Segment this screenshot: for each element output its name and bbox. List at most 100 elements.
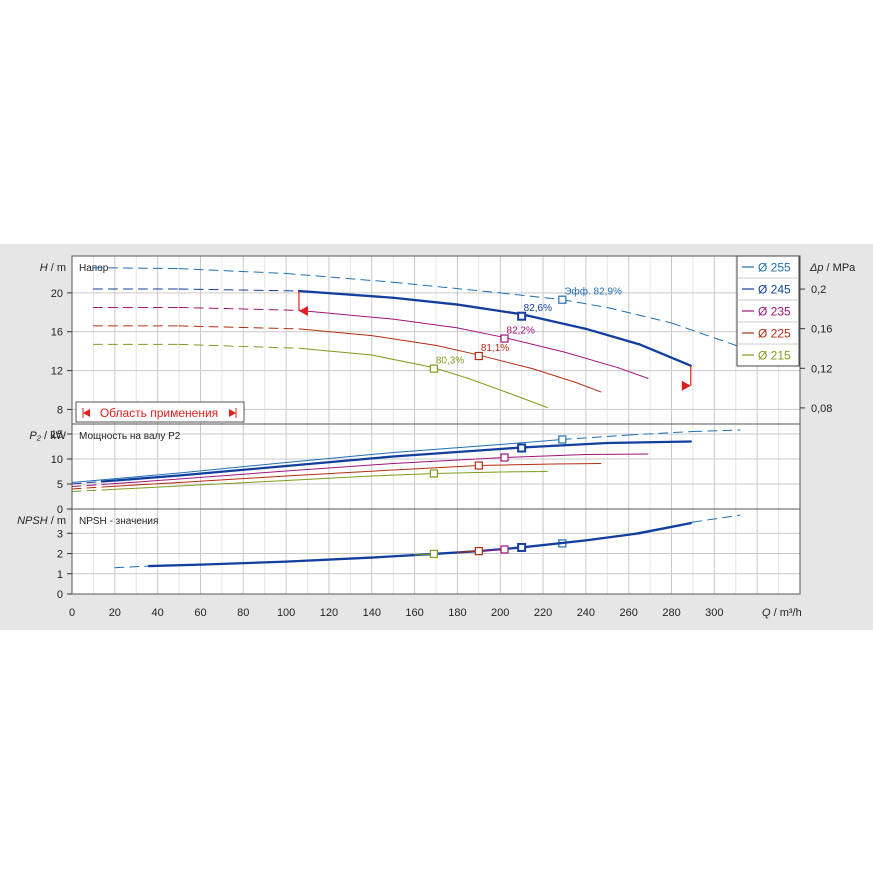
series-segment-head	[298, 347, 373, 356]
series-segment-power	[178, 462, 287, 474]
bep-marker	[429, 364, 438, 373]
series-segment-power	[392, 444, 501, 453]
y-axis-label-head: H / m	[40, 262, 66, 274]
series-segment-head	[392, 281, 501, 294]
panel-title-npsh: NPSH - значения	[79, 516, 158, 527]
bep-marker	[500, 453, 509, 462]
range-label-left-arrow	[83, 409, 90, 417]
series-segment-power	[101, 485, 180, 491]
series-segment-power	[71, 489, 103, 492]
series-segment-npsh	[692, 514, 741, 523]
series-segment-power	[692, 429, 741, 432]
bep-marker	[517, 311, 527, 321]
right-tick-label: 0,2	[811, 284, 826, 296]
series-segment-head	[504, 337, 565, 353]
x-tick-label: 260	[620, 607, 638, 619]
series-segment-head	[433, 367, 469, 379]
chart-canvas: 0 20 40 60 80 100 120 140 160 180 200 220 240 260 280 3…	[17, 255, 856, 619]
efficiency-label: 82,6%	[524, 303, 552, 314]
series-segment-power	[284, 455, 395, 468]
y-tick-label: 0	[57, 504, 63, 516]
bep-marker	[558, 435, 567, 444]
x-tick-label: 0	[69, 607, 75, 619]
series-segment-head	[638, 343, 692, 367]
y-tick-label: 0	[57, 589, 63, 601]
series-segment-power	[285, 463, 394, 472]
x-tick-label: 20	[109, 607, 121, 619]
series-segment-power	[499, 439, 563, 445]
series-segment-head	[285, 272, 394, 283]
x-tick-label: 120	[320, 607, 338, 619]
series-segment-power	[178, 475, 287, 483]
series-segment-power	[504, 454, 587, 458]
series-segment-head	[371, 335, 437, 346]
pump-performance-chart: 0 20 40 60 80 100 120 140 160 180 200 220 240 260 280 3…	[0, 244, 873, 630]
x-tick-label: 240	[577, 607, 595, 619]
y-tick-label: 5	[57, 479, 63, 491]
series-segment-power	[499, 471, 548, 473]
series-segment-power	[71, 472, 180, 483]
series-segment-power	[178, 480, 287, 487]
bep-marker	[517, 443, 527, 453]
series-segment-head	[435, 344, 480, 356]
series-segment-power	[433, 471, 501, 474]
series-segment-npsh	[638, 522, 692, 535]
series-segment-head	[392, 318, 458, 329]
range-label-text: Область применения	[100, 406, 218, 420]
y-tick-label: 16	[51, 327, 63, 339]
y-tick-label: 2	[57, 549, 63, 561]
x-tick-label: 180	[448, 607, 466, 619]
x-tick-label: 280	[662, 607, 680, 619]
y-axis-label-power: P₂ / kW	[29, 430, 66, 442]
series-segment-head	[178, 325, 300, 330]
right-tick-label: 0,12	[811, 363, 832, 375]
x-tick-label: 60	[194, 607, 206, 619]
bep-marker	[474, 461, 483, 470]
x-tick-label: 80	[237, 607, 249, 619]
range-max-arrow	[681, 380, 691, 391]
series-segment-head	[563, 351, 619, 369]
series-segment-head	[298, 328, 373, 337]
y-tick-label: 20	[51, 288, 63, 300]
series-segment-npsh	[284, 556, 373, 563]
series-segment-head	[520, 313, 588, 330]
series-segment-head	[456, 303, 523, 316]
series-segment-power	[585, 453, 649, 455]
series-segment-head	[467, 377, 512, 395]
range-label-box	[75, 401, 245, 423]
series-segment-head	[392, 296, 459, 306]
series-segment-head	[606, 306, 673, 324]
series-segment-power	[553, 463, 602, 465]
efficiency-label: 80,3%	[436, 356, 464, 367]
series-segment-power	[101, 482, 180, 488]
x-axis-label: Q / m³/h	[762, 607, 802, 619]
series-segment-npsh	[584, 532, 641, 542]
x-tick-label: 100	[277, 607, 295, 619]
series-segment-power	[371, 473, 435, 477]
efficiency-label: 82,2%	[507, 326, 535, 337]
series-segment-power	[392, 465, 480, 471]
series-segment-head	[297, 289, 395, 299]
series-segment-head	[561, 299, 608, 308]
series-segment-power	[71, 481, 103, 485]
series-segment-head	[574, 381, 602, 393]
right-tick-label: 0,08	[811, 403, 832, 415]
series-segment-power	[285, 452, 394, 463]
series-segment-power	[71, 484, 103, 487]
series-segment-head	[298, 309, 394, 320]
series-segment-head	[510, 393, 548, 408]
series-segment-power	[628, 431, 694, 436]
legend-entry: Ø 255	[758, 261, 791, 275]
series-segment-power	[392, 446, 523, 458]
range-min-arrow	[298, 305, 308, 316]
series-segment-head	[178, 288, 300, 292]
y-tick-label: 15	[51, 429, 63, 441]
x-tick-label: 160	[405, 607, 423, 619]
right-tick-label: 0,16	[811, 324, 832, 336]
range-label-right-arrow	[229, 409, 236, 417]
series-segment-power	[101, 478, 180, 485]
series-segment-npsh	[478, 548, 506, 552]
x-tick-label: 40	[152, 607, 164, 619]
legend-entry: Ø 225	[758, 327, 791, 341]
series-segment-npsh	[520, 539, 588, 549]
